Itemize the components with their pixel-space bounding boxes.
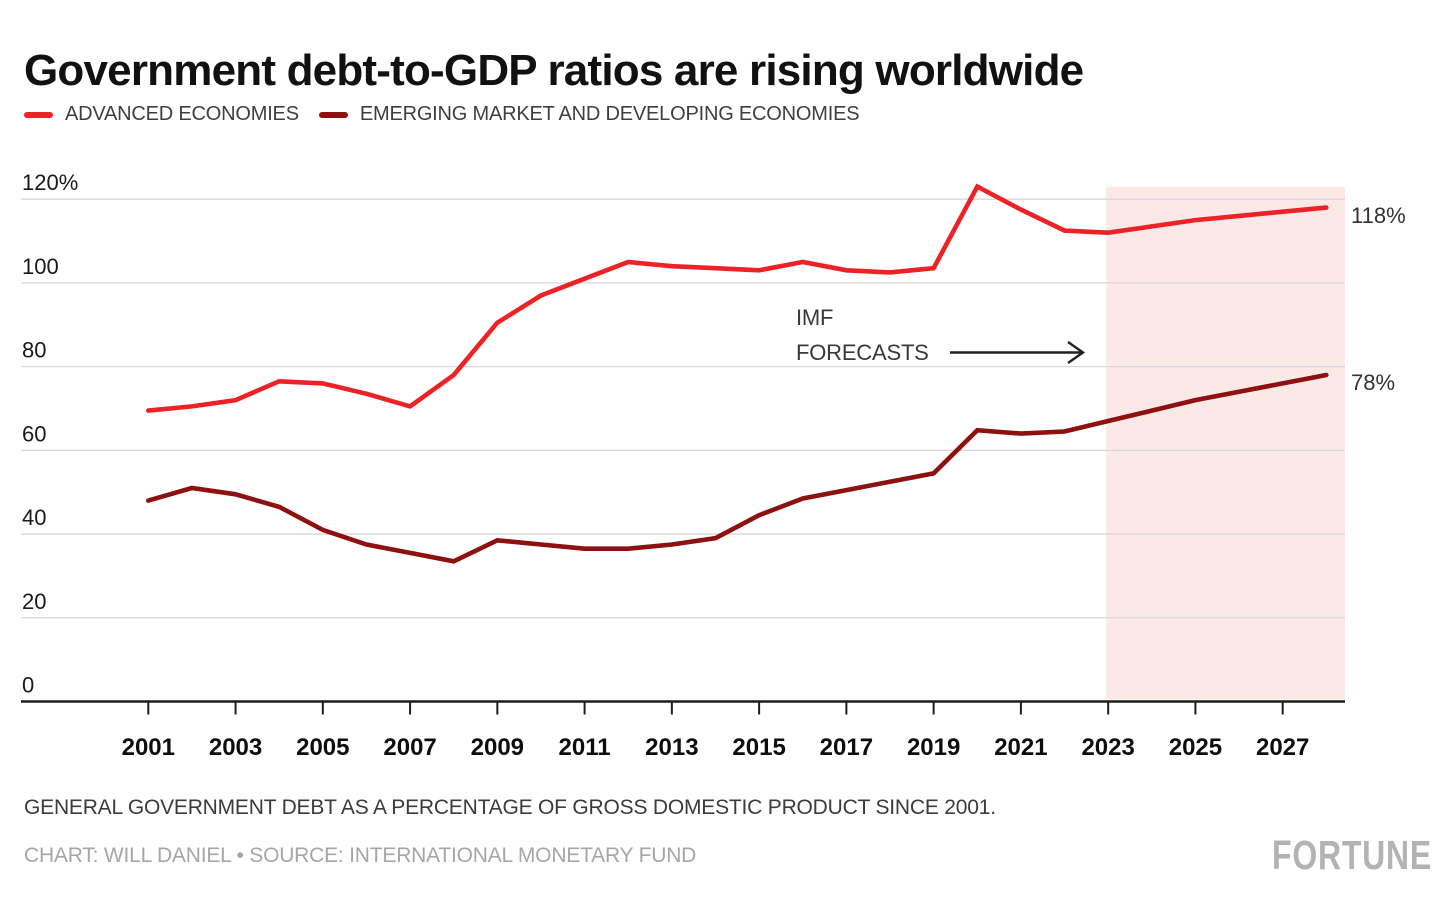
series-line-advanced — [146, 183, 1329, 413]
forecast-arrow-icon — [950, 341, 1086, 364]
y-axis-label: 40 — [22, 505, 46, 530]
forecast-annotation: IMF FORECASTS — [796, 300, 929, 370]
x-axis-label: 2009 — [471, 734, 524, 761]
x-axis-label: 2005 — [296, 734, 349, 761]
x-axis-label: 2017 — [820, 734, 873, 761]
y-axis-label: 80 — [22, 338, 46, 363]
end-label-emerging: 78% — [1351, 370, 1396, 395]
y-axis-label: 100 — [22, 254, 59, 279]
legend-swatch-emerging-icon — [318, 111, 348, 118]
x-axis-label: 2027 — [1256, 734, 1309, 761]
series-line-emerging — [146, 372, 1329, 564]
x-axis-label: 2007 — [383, 734, 436, 761]
chart-title: Government debt-to-GDP ratios are rising… — [24, 46, 1084, 96]
legend-label-emerging: EMERGING MARKET AND DEVELOPING ECONOMIES — [359, 103, 860, 125]
y-axis-label: 60 — [22, 421, 46, 446]
x-axis-label: 2013 — [645, 734, 698, 761]
legend-label-advanced: ADVANCED ECONOMIES — [65, 103, 299, 125]
x-axis-label: 2003 — [209, 734, 262, 761]
chart-note: GENERAL GOVERNMENT DEBT AS A PERCENTAGE … — [24, 796, 996, 819]
x-axis-label: 2015 — [732, 734, 785, 761]
y-axis-label: 20 — [22, 589, 46, 614]
x-axis-label: 2021 — [994, 734, 1047, 761]
x-axis-label: 2025 — [1169, 734, 1222, 761]
x-axis-label: 2001 — [122, 734, 175, 761]
forecast-annotation-line2: FORECASTS — [796, 340, 929, 365]
x-axis-label: 2023 — [1081, 734, 1134, 761]
fortune-logo: FORTUNE — [1272, 832, 1433, 878]
legend-swatch-advanced-icon — [24, 111, 53, 118]
y-axis-label: 120% — [22, 170, 78, 195]
x-axis-label: 2019 — [907, 734, 960, 761]
y-axis-label: 0 — [22, 673, 34, 698]
legend-item-advanced: ADVANCED ECONOMIES — [24, 103, 299, 126]
end-label-advanced: 118% — [1351, 203, 1406, 228]
legend: ADVANCED ECONOMIES EMERGING MARKET AND D… — [24, 103, 860, 126]
legend-item-emerging: EMERGING MARKET AND DEVELOPING ECONOMIES — [318, 103, 860, 126]
x-axis-label: 2011 — [559, 734, 611, 761]
chart-credit: CHART: WILL DANIEL • SOURCE: INTERNATION… — [24, 844, 697, 867]
forecast-annotation-line1: IMF — [796, 305, 834, 330]
forecast-band — [1106, 186, 1345, 700]
